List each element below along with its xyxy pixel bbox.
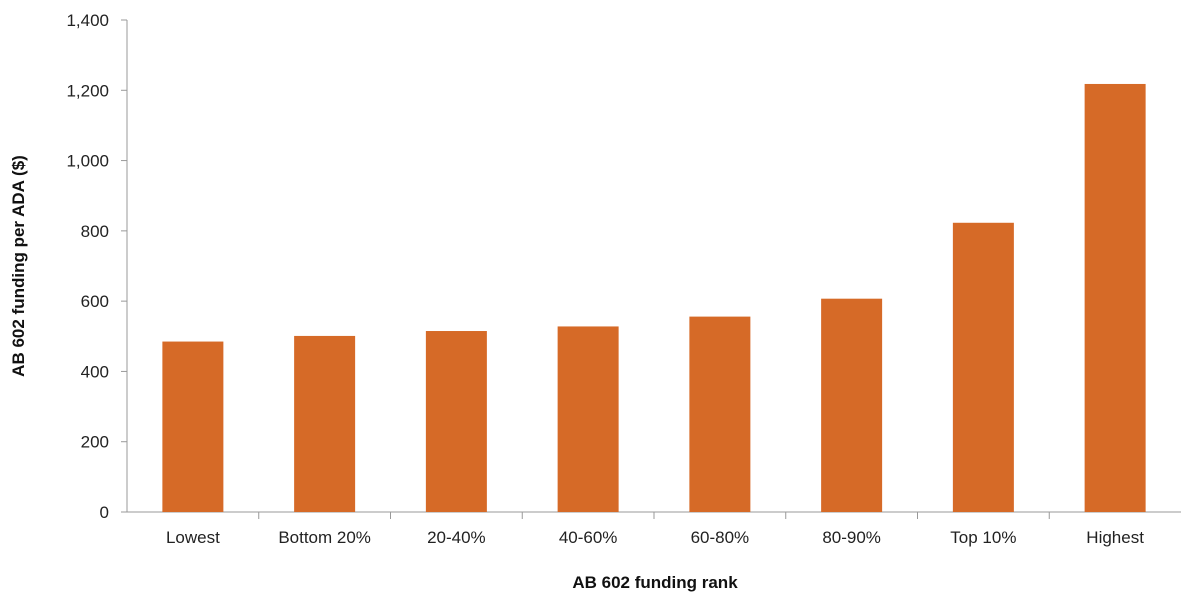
bar — [1084, 83, 1146, 513]
x-tick-label: 60-80% — [691, 528, 750, 547]
y-tick-label: 0 — [100, 503, 109, 522]
x-tick-label: Lowest — [166, 528, 220, 547]
y-tick-label: 800 — [81, 222, 109, 241]
bar — [294, 335, 356, 512]
bar — [425, 331, 487, 512]
y-tick-label: 1,400 — [66, 11, 109, 30]
bar — [952, 222, 1014, 512]
bar — [821, 298, 883, 512]
x-tick-label: Top 10% — [950, 528, 1016, 547]
y-tick-label: 600 — [81, 292, 109, 311]
x-tick-label: 40-60% — [559, 528, 618, 547]
x-tick-label: Highest — [1086, 528, 1144, 547]
bar — [162, 341, 224, 512]
bars — [162, 83, 1146, 513]
y-tick-label: 200 — [81, 433, 109, 452]
bar — [689, 316, 751, 512]
y-axis: 0 200 400 600 800 1,000 1,200 1,400 — [66, 11, 128, 522]
y-tick-label: 1,000 — [66, 152, 109, 171]
x-tick-label: 80-90% — [822, 528, 881, 547]
x-tick-label: Bottom 20% — [278, 528, 371, 547]
x-tick-label: 20-40% — [427, 528, 486, 547]
x-axis: Lowest Bottom 20% 20-40% 40-60% 60-80% 80-90%… — [127, 511, 1181, 547]
x-axis-title: AB 602 funding rank — [572, 573, 738, 592]
y-axis-title: AB 602 funding per ADA ($) — [9, 155, 28, 377]
bar — [557, 326, 619, 512]
y-tick-label: 400 — [81, 362, 109, 381]
y-tick-label: 1,200 — [66, 81, 109, 100]
